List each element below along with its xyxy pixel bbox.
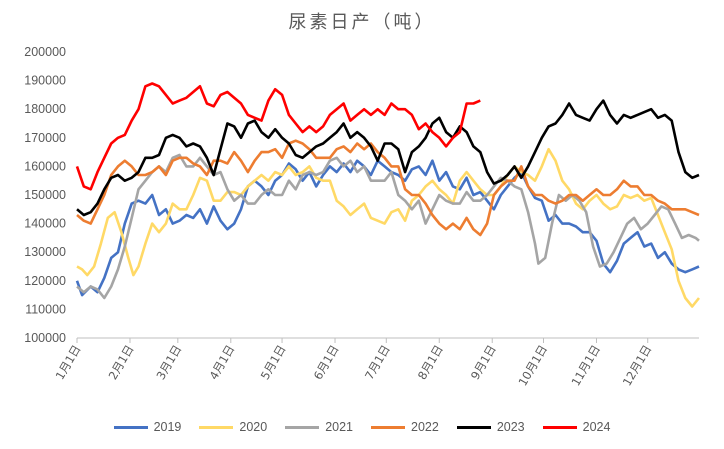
legend-label: 2024 xyxy=(582,420,611,434)
y-tick-label: 110000 xyxy=(25,302,66,316)
legend: 2019 2020 2021 2022 2023 2024 xyxy=(0,420,724,434)
legend-item-2023: 2023 xyxy=(456,420,525,434)
y-tick-label: 190000 xyxy=(24,74,66,88)
x-tick-label: 11月1日 xyxy=(568,343,603,389)
x-tick-label: 1月1日 xyxy=(53,343,84,383)
legend-label: 2022 xyxy=(411,420,439,434)
y-tick-label: 150000 xyxy=(24,188,66,202)
legend-label: 2020 xyxy=(239,420,268,434)
series-line-2020 xyxy=(76,147,701,308)
legend-label: 2019 xyxy=(153,420,182,434)
legend-swatch xyxy=(456,425,491,429)
series-line-2024 xyxy=(75,82,481,191)
x-tick-label: 3月1日 xyxy=(153,343,184,383)
y-tick-label: 120000 xyxy=(24,274,66,288)
y-tick-label: 180000 xyxy=(24,102,66,116)
x-tick-label: 7月1日 xyxy=(362,343,393,383)
legend-swatch xyxy=(113,425,148,429)
series-line-2022 xyxy=(76,139,700,237)
x-tick-label: 4月1日 xyxy=(206,343,237,383)
x-tick-label: 10月1日 xyxy=(515,343,550,389)
chart-title: 尿素日产（吨） xyxy=(288,12,436,33)
x-tick-label: 8月1日 xyxy=(415,343,446,383)
y-tick-label: 100000 xyxy=(24,331,66,345)
legend-item-2019: 2019 xyxy=(113,420,182,434)
y-tick-label: 170000 xyxy=(24,131,66,145)
legend-label: 2021 xyxy=(325,420,353,434)
legend-item-2022: 2022 xyxy=(371,420,439,434)
legend-item-2024: 2024 xyxy=(542,420,611,434)
legend-label: 2023 xyxy=(496,420,525,434)
x-tick-label: 6月1日 xyxy=(311,343,342,383)
series-line-2019 xyxy=(75,159,700,297)
legend-swatch xyxy=(542,425,577,429)
x-tick-label: 12月1日 xyxy=(620,343,655,389)
y-tick-label: 140000 xyxy=(24,217,66,231)
x-tick-label: 5月1日 xyxy=(258,343,289,383)
legend-swatch xyxy=(199,425,234,429)
y-tick-label: 130000 xyxy=(24,245,66,259)
legend-swatch xyxy=(285,425,320,429)
y-tick-label: 200000 xyxy=(24,45,66,59)
series-line-2021 xyxy=(76,153,700,300)
x-tick-label: 9月1日 xyxy=(468,343,499,383)
series-layer xyxy=(75,82,701,308)
legend-swatch xyxy=(371,425,405,429)
series-line-2023 xyxy=(76,99,700,217)
y-tick-label: 160000 xyxy=(24,159,66,173)
axes: 100000 110000 120000 130000 140000 150000 1600… xyxy=(24,45,699,388)
legend-item-2021: 2021 xyxy=(285,420,353,434)
x-tick-label: 2月1日 xyxy=(106,343,137,383)
legend-item-2020: 2020 xyxy=(199,420,267,434)
